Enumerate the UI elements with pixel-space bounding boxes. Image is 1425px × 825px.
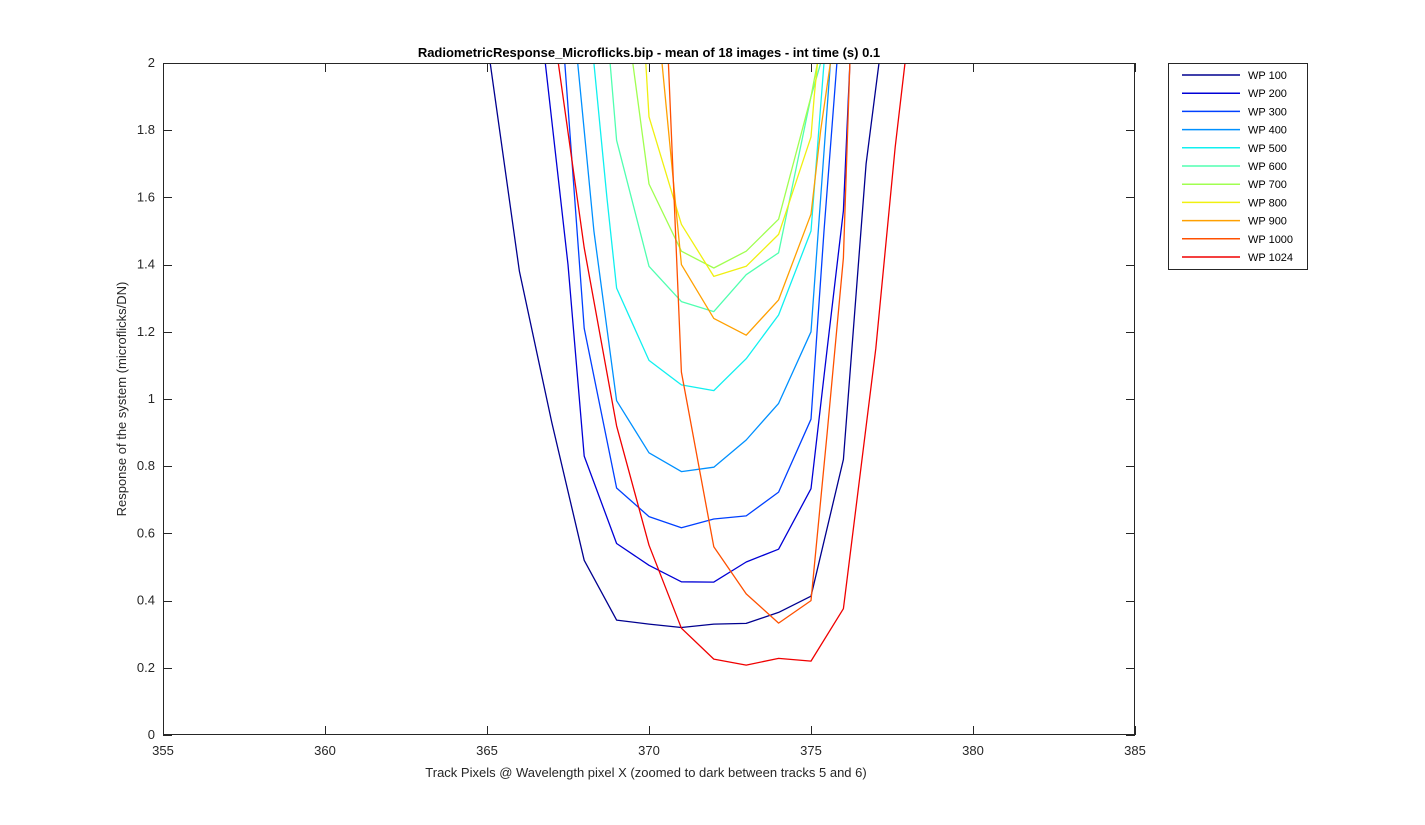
legend-entry: WP 800 (1182, 197, 1287, 209)
legend-label: WP 500 (1248, 143, 1287, 155)
legend-entry: WP 600 (1182, 161, 1287, 173)
series-line-wp-700 (632, 63, 819, 269)
y-tick-label: 1 (148, 391, 155, 406)
series-line-wp-600 (609, 63, 822, 313)
chart-title: RadiometricResponse_Microflicks.bip - me… (418, 45, 880, 60)
legend-label: WP 900 (1248, 216, 1287, 228)
series-line-wp-300 (564, 63, 838, 529)
legend-label: WP 700 (1248, 179, 1287, 191)
legend-label: WP 1024 (1248, 252, 1293, 264)
legend-entry: WP 200 (1182, 88, 1287, 100)
legend-entry: WP 1000 (1182, 234, 1293, 246)
x-tick-label: 355 (152, 743, 174, 758)
y-tick-label: 2 (148, 55, 155, 70)
x-tick-label: 375 (800, 743, 822, 758)
legend-entry: WP 900 (1182, 216, 1287, 228)
legend-label: WP 800 (1248, 197, 1287, 209)
y-tick-label: 0.6 (137, 525, 155, 540)
series-line-wp-200 (544, 63, 851, 583)
x-tick-label: 370 (638, 743, 660, 758)
legend-label: WP 400 (1248, 125, 1287, 137)
series-line-wp-1000 (667, 63, 851, 624)
x-tick-label: 385 (1124, 743, 1146, 758)
x-tick-label: 365 (476, 743, 498, 758)
legend-entry: WP 100 (1182, 70, 1287, 82)
legend: WP 100 WP 200 WP 300 WP 400 WP 500 WP 600 WP 7… (1168, 63, 1308, 270)
y-tick-label: 0.2 (137, 660, 155, 675)
legend-label: WP 300 (1248, 106, 1287, 118)
series-line-wp-100 (489, 63, 880, 629)
legend-entry: WP 400 (1182, 125, 1287, 137)
series-line-wp-900 (661, 63, 832, 336)
y-tick-label: 0.4 (137, 593, 155, 608)
x-axis-label: Track Pixels @ Wavelength pixel X (zoome… (425, 765, 866, 780)
legend-label: WP 200 (1248, 88, 1287, 100)
legend-entry: WP 700 (1182, 179, 1287, 191)
series-line-wp-500 (593, 63, 825, 392)
series-line-wp-400 (577, 63, 832, 473)
y-tick-label: 1.2 (137, 324, 155, 339)
x-tick-label: 380 (962, 743, 984, 758)
y-tick-label: 1.8 (137, 122, 155, 137)
legend-entry: WP 300 (1182, 106, 1287, 118)
legend-entry: WP 1024 (1182, 252, 1293, 264)
legend-entry: WP 500 (1182, 143, 1287, 155)
y-tick-label: 1.4 (137, 257, 155, 272)
legend-label: WP 100 (1248, 70, 1287, 82)
x-axis-ticks: 355 360 365 370 375 380 385 (152, 63, 1146, 758)
series-line-wp-800 (645, 63, 819, 278)
y-tick-label: 1.6 (137, 189, 155, 204)
legend-label: WP 600 (1248, 161, 1287, 173)
y-tick-label: 0 (148, 727, 155, 742)
plot-background (163, 63, 1135, 735)
x-tick-label: 360 (314, 743, 336, 758)
y-axis-ticks: 0 0.2 0.4 0.6 0.8 1 1.2 1.4 1.6 1.8 2 (137, 55, 1135, 742)
plot-area: 355 360 365 370 375 380 385 0 0.2 0.4 0.6 0.8 1 1.2 1… (137, 55, 1146, 758)
series-group (489, 63, 906, 666)
series-line-wp-1024 (557, 63, 906, 666)
y-tick-label: 0.8 (137, 458, 155, 473)
y-axis-label: Response of the system (microflicks/DN) (114, 282, 129, 517)
legend-label: WP 1000 (1248, 234, 1293, 246)
legend-items: WP 100 WP 200 WP 300 WP 400 WP 500 WP 600 WP 7… (1182, 70, 1293, 264)
